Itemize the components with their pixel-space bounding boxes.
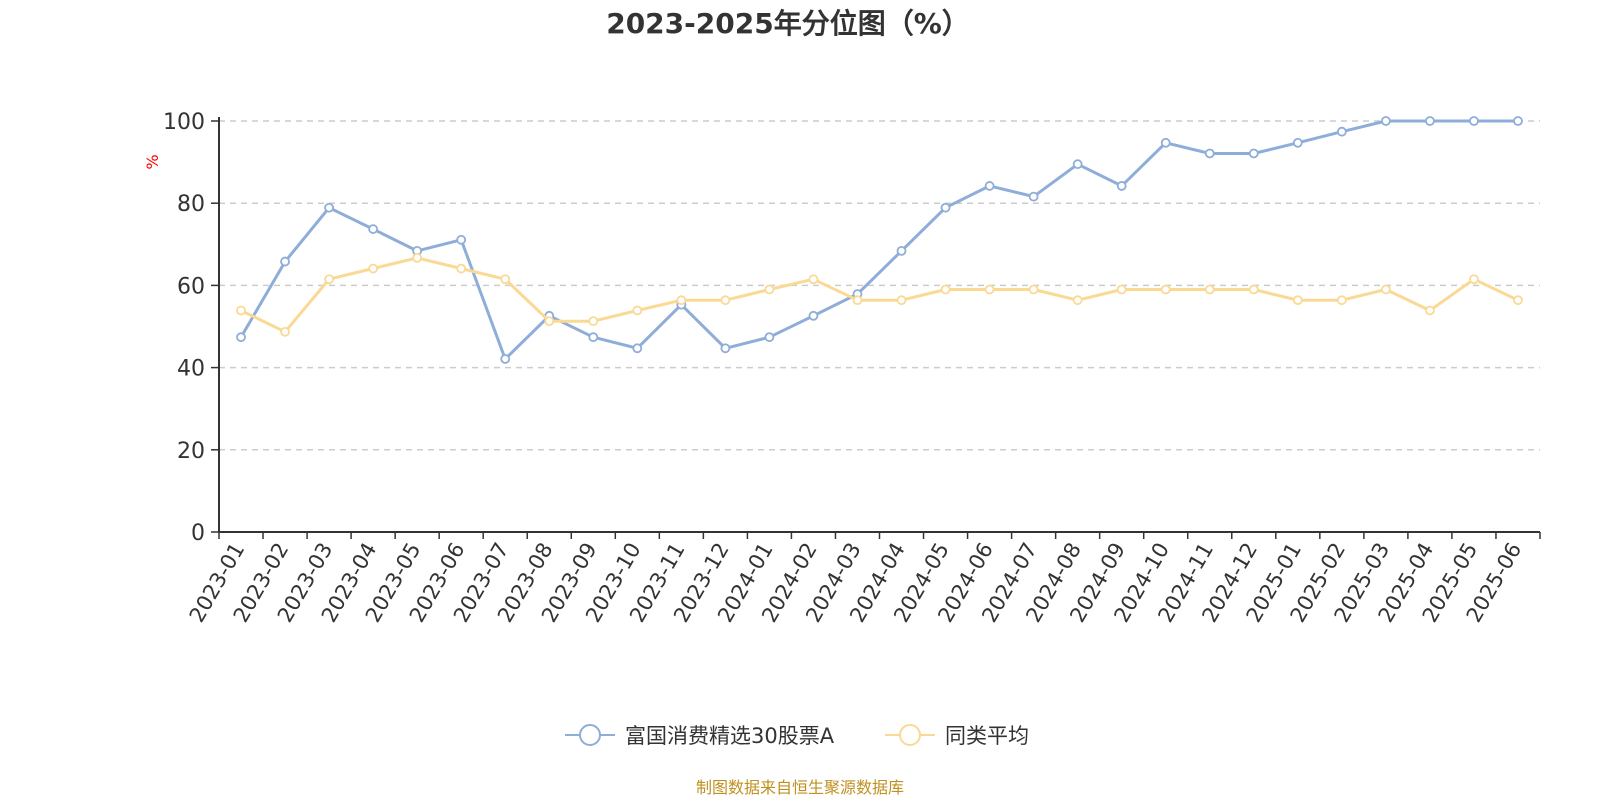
series-2-line <box>240 256 1519 334</box>
legend-item-series-1[interactable]: 富国消费精选30股票A <box>565 724 835 748</box>
series-2-point <box>940 284 951 295</box>
series-2-point <box>632 305 643 316</box>
series-2-point <box>324 274 334 285</box>
series-1-point <box>984 181 995 191</box>
legend-label-series-2: 同类平均 <box>945 724 1029 748</box>
y-tick-label: 20 <box>177 439 205 464</box>
series-1-point <box>1248 148 1259 159</box>
legend-marker-series-1 <box>579 724 601 746</box>
legend-marker-series-2 <box>899 724 921 746</box>
series-2-point <box>544 316 555 327</box>
series-2-point <box>1204 284 1215 295</box>
series-2-point <box>456 263 467 274</box>
series-1 <box>236 116 1523 364</box>
y-tick-label: 0 <box>191 521 205 546</box>
series-1-point <box>808 310 819 321</box>
series-1-point <box>1513 116 1523 126</box>
series-1-point <box>1160 137 1171 148</box>
series-2-point <box>984 284 995 295</box>
series-1-point <box>280 256 290 267</box>
series-2-point <box>720 295 731 306</box>
series-2-point <box>500 274 511 285</box>
series-2-point <box>676 295 687 306</box>
series-2-point <box>764 284 775 295</box>
series-2-point <box>808 274 819 285</box>
data-source-note: 制图数据来自恒生聚源数据库 <box>696 778 904 797</box>
series-2-point <box>1469 274 1479 285</box>
series-2-point <box>852 295 863 306</box>
legend: 富国消费精选30股票A 同类平均 <box>565 724 1029 748</box>
series-2-point <box>896 295 907 306</box>
y-axis-label: % <box>143 154 162 169</box>
series-2-point <box>1380 284 1391 295</box>
series-2-point <box>588 316 599 327</box>
series-1-point <box>1336 126 1347 137</box>
legend-item-series-2[interactable]: 同类平均 <box>885 724 1029 748</box>
series-1-point <box>1072 159 1083 170</box>
chart-title: 2023-2025年分位图（%） <box>606 7 970 40</box>
series-2-point <box>412 252 423 263</box>
series-1-point <box>456 234 467 245</box>
series-1-point <box>1469 116 1479 126</box>
series-1-point <box>368 224 379 234</box>
series-2-point <box>1425 305 1435 316</box>
series-1-point <box>1425 116 1435 126</box>
series-2-point <box>1116 284 1127 295</box>
series-1-point <box>1116 181 1127 191</box>
y-tick-label: 40 <box>177 357 205 382</box>
series-2-point <box>1248 284 1259 295</box>
series-2-point <box>1028 284 1039 295</box>
series-2-point <box>368 263 379 274</box>
series-1-point <box>236 332 246 343</box>
series-1-point <box>720 343 731 354</box>
y-tick-label: 80 <box>177 192 205 217</box>
series-1-point <box>764 332 775 343</box>
legend-label-series-1: 富国消费精选30股票A <box>625 724 835 748</box>
series-2-point <box>1336 295 1347 306</box>
series-1-point <box>1204 148 1215 159</box>
gridlines <box>219 120 1540 451</box>
series-1-point <box>632 343 643 354</box>
series-1-point <box>588 332 599 343</box>
series-2 <box>236 252 1523 337</box>
series-2-point <box>1292 295 1303 306</box>
series-1-point <box>1292 137 1303 148</box>
series-2-point <box>236 305 246 316</box>
series-1-point <box>500 354 511 364</box>
series-1-point <box>324 202 334 213</box>
series-2-point <box>1160 284 1171 295</box>
series-1-line <box>239 119 1518 361</box>
series-1-point <box>940 202 951 213</box>
y-tick-label: 100 <box>163 110 205 135</box>
series-lines <box>236 116 1523 364</box>
series-1-point <box>1380 116 1391 126</box>
series-1-point <box>1028 191 1039 202</box>
series-1-point <box>896 245 907 256</box>
y-tick-label: 60 <box>177 274 205 299</box>
series-2-point <box>1072 295 1083 306</box>
series-2-point <box>1513 295 1523 306</box>
series-2-point <box>280 326 290 337</box>
